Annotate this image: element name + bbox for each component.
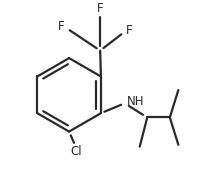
Text: NH: NH: [126, 95, 144, 108]
Text: F: F: [126, 24, 133, 37]
Text: F: F: [97, 2, 103, 15]
Text: F: F: [58, 20, 65, 33]
Text: Cl: Cl: [70, 145, 82, 158]
